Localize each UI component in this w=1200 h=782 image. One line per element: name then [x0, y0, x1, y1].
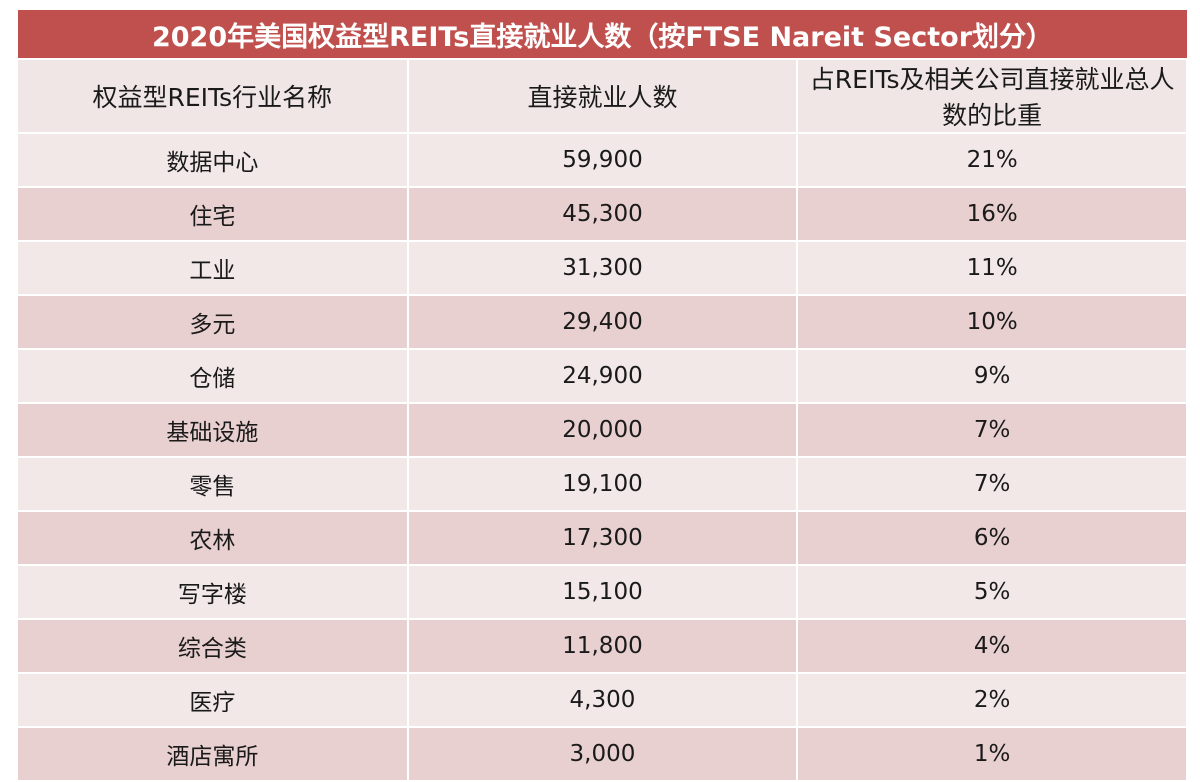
table-cell: 45,300	[407, 187, 799, 242]
table-cell: 仓储	[18, 349, 409, 404]
table-cell: 24,900	[407, 349, 799, 404]
table-cell: 16%	[797, 187, 1188, 242]
table-cell: 29,400	[407, 295, 799, 350]
table-cell: 10%	[797, 295, 1188, 350]
table-row: 数据中心 59,900 21%	[18, 133, 1188, 188]
table-row: 医疗 4,300 2%	[18, 673, 1188, 728]
table-cell: 1%	[797, 727, 1188, 782]
table-cell: 酒店寓所	[18, 727, 409, 782]
table-cell: 21%	[797, 133, 1188, 188]
table-row: 农林 17,300 6%	[18, 511, 1188, 566]
table-cell: 多元	[18, 295, 409, 350]
table-cell: 4,300	[407, 673, 799, 728]
table-container: 2020年美国权益型REITs直接就业人数（按FTSE Nareit Secto…	[18, 10, 1188, 782]
table-row: 住宅 45,300 16%	[18, 187, 1188, 242]
table-cell: 31,300	[407, 241, 799, 296]
table-cell: 2%	[797, 673, 1188, 728]
table-row: 零售 19,100 7%	[18, 457, 1188, 512]
table-row: 综合类 11,800 4%	[18, 619, 1188, 674]
table-cell: 11,800	[407, 619, 799, 674]
table-row: 基础设施 20,000 7%	[18, 403, 1188, 458]
data-table: 2020年美国权益型REITs直接就业人数（按FTSE Nareit Secto…	[18, 10, 1188, 782]
table-cell: 20,000	[407, 403, 799, 458]
table-cell: 工业	[18, 241, 409, 296]
table-row: 酒店寓所 3,000 1%	[18, 727, 1188, 782]
table-cell: 17,300	[407, 511, 799, 566]
table-cell: 零售	[18, 457, 409, 512]
table-cell: 7%	[797, 457, 1188, 512]
table-row: 工业 31,300 11%	[18, 241, 1188, 296]
table-cell: 综合类	[18, 619, 409, 674]
table-cell: 15,100	[407, 565, 799, 620]
table-title: 2020年美国权益型REITs直接就业人数（按FTSE Nareit Secto…	[18, 10, 1187, 60]
table-cell: 医疗	[18, 673, 409, 728]
table-cell: 7%	[797, 403, 1188, 458]
table-row: 写字楼 15,100 5%	[18, 565, 1188, 620]
table-body: 权益型REITs行业名称 直接就业人数 占REITs及相关公司直接就业总人数的比重数…	[18, 59, 1188, 782]
table-row: 多元 29,400 10%	[18, 295, 1188, 350]
table-cell: 数据中心	[18, 133, 409, 188]
header-row: 权益型REITs行业名称 直接就业人数 占REITs及相关公司直接就业总人数的比重	[18, 59, 1188, 134]
table-cell: 基础设施	[18, 403, 409, 458]
table-cell: 4%	[797, 619, 1188, 674]
column-header: 占REITs及相关公司直接就业总人数的比重	[797, 59, 1188, 134]
table-cell: 住宅	[18, 187, 409, 242]
table-cell: 59,900	[407, 133, 799, 188]
table-cell: 写字楼	[18, 565, 409, 620]
table-cell: 9%	[797, 349, 1188, 404]
table-cell: 19,100	[407, 457, 799, 512]
table-cell: 6%	[797, 511, 1188, 566]
table-cell: 11%	[797, 241, 1188, 296]
title-row: 2020年美国权益型REITs直接就业人数（按FTSE Nareit Secto…	[18, 10, 1187, 60]
column-header: 权益型REITs行业名称	[18, 59, 409, 134]
table-cell: 5%	[797, 565, 1188, 620]
column-header: 直接就业人数	[407, 59, 799, 134]
table-row: 仓储 24,900 9%	[18, 349, 1188, 404]
table-cell: 3,000	[407, 727, 799, 782]
table-cell: 农林	[18, 511, 409, 566]
